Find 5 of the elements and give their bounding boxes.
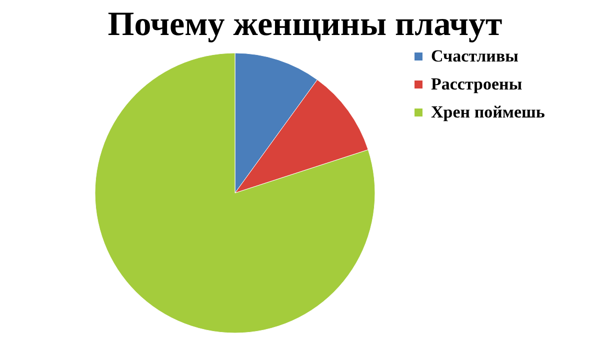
- legend-label: Хрен поймешь: [431, 102, 545, 122]
- legend-label: Счастливы: [431, 46, 518, 66]
- chart-title: Почему женщины плачут: [108, 6, 503, 43]
- legend-label: Расстроены: [431, 74, 522, 94]
- pie-slice: [94, 52, 376, 334]
